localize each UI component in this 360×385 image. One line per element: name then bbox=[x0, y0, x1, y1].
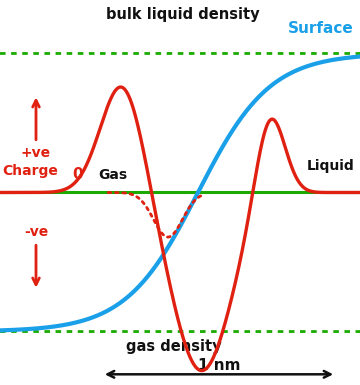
Text: 0: 0 bbox=[73, 167, 83, 182]
Text: 1 nm: 1 nm bbox=[198, 358, 241, 373]
Text: Liquid: Liquid bbox=[306, 159, 354, 173]
Text: -ve: -ve bbox=[24, 225, 48, 239]
Text: Gas: Gas bbox=[98, 168, 127, 182]
Text: Surface: Surface bbox=[288, 22, 354, 37]
Text: +ve: +ve bbox=[21, 146, 51, 160]
Text: bulk liquid density: bulk liquid density bbox=[105, 7, 259, 22]
Text: Charge: Charge bbox=[3, 164, 58, 178]
Text: gas density: gas density bbox=[126, 339, 222, 354]
